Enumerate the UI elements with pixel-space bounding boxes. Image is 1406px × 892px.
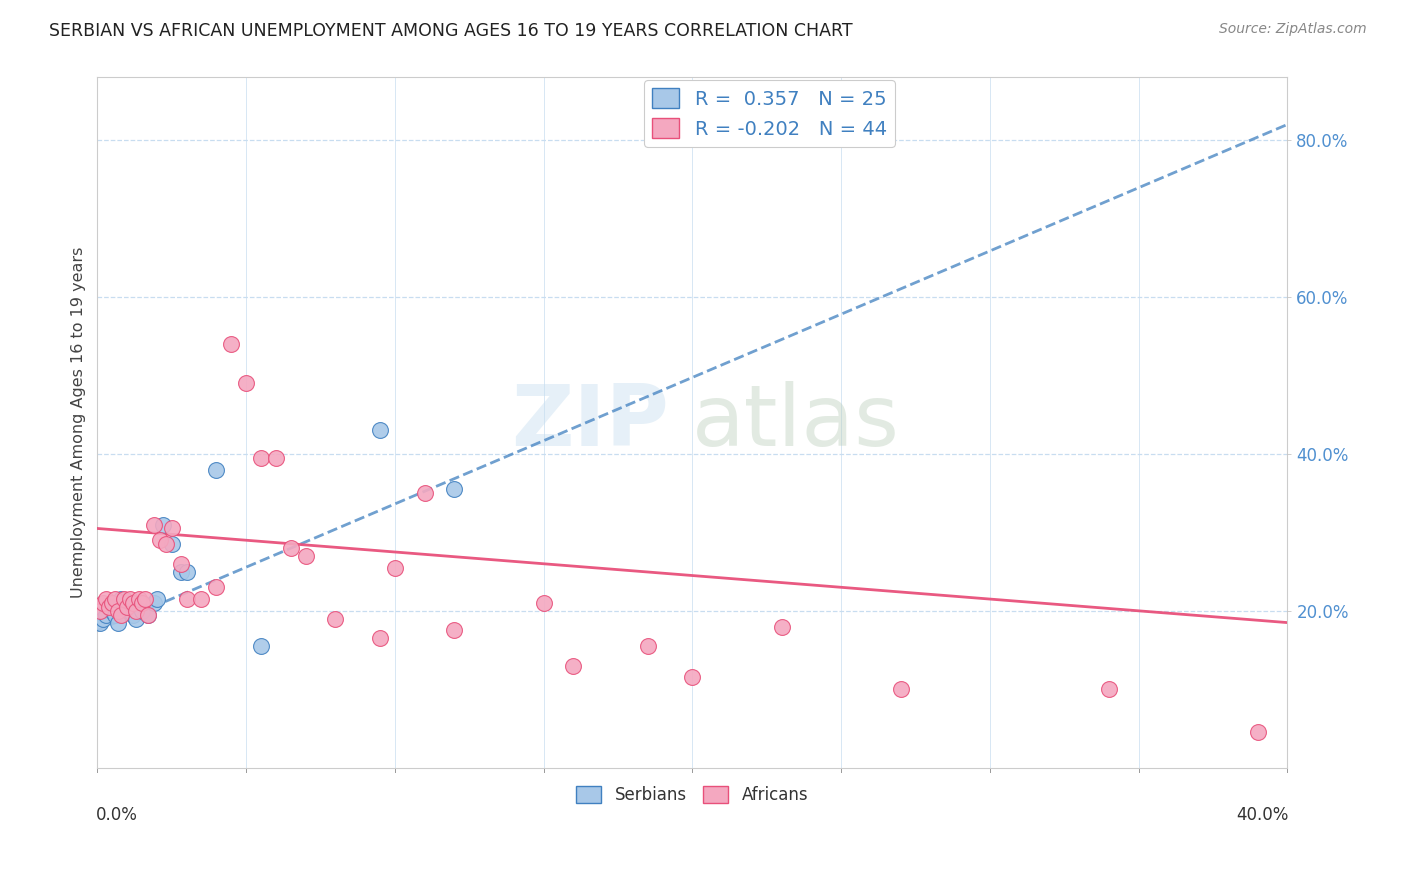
- Point: [89, 604, 111, 618]
- Point: [96, 607, 118, 622]
- Point: [107, 615, 129, 630]
- Point: [125, 612, 148, 626]
- Point: [160, 537, 183, 551]
- Point: [325, 612, 347, 626]
- Point: [190, 592, 212, 607]
- Point: [169, 565, 191, 579]
- Point: [169, 557, 191, 571]
- Point: [890, 682, 912, 697]
- Point: [368, 424, 391, 438]
- Point: [104, 607, 127, 622]
- Point: [250, 450, 273, 465]
- Point: [115, 596, 138, 610]
- Point: [264, 450, 287, 465]
- Point: [562, 658, 585, 673]
- Text: 40.0%: 40.0%: [1236, 805, 1288, 823]
- Point: [142, 517, 165, 532]
- Text: SERBIAN VS AFRICAN UNEMPLOYMENT AMONG AGES 16 TO 19 YEARS CORRELATION CHART: SERBIAN VS AFRICAN UNEMPLOYMENT AMONG AG…: [49, 22, 853, 40]
- Point: [128, 592, 150, 607]
- Point: [1098, 682, 1121, 697]
- Point: [235, 376, 257, 391]
- Text: ZIP: ZIP: [510, 381, 668, 464]
- Text: atlas: atlas: [692, 381, 900, 464]
- Point: [384, 560, 406, 574]
- Point: [96, 592, 118, 607]
- Point: [219, 337, 242, 351]
- Point: [104, 592, 127, 607]
- Point: [101, 604, 124, 618]
- Point: [112, 592, 135, 607]
- Point: [89, 615, 111, 630]
- Point: [146, 592, 169, 607]
- Point: [98, 599, 121, 614]
- Point: [533, 596, 555, 610]
- Point: [120, 604, 142, 618]
- Point: [110, 607, 132, 622]
- Legend: Serbians, Africans: Serbians, Africans: [569, 780, 815, 811]
- Point: [112, 599, 135, 614]
- Point: [770, 619, 793, 633]
- Point: [120, 592, 142, 607]
- Point: [413, 486, 436, 500]
- Point: [98, 599, 121, 614]
- Point: [443, 624, 465, 638]
- Point: [110, 592, 132, 607]
- Point: [368, 632, 391, 646]
- Point: [122, 596, 145, 610]
- Point: [101, 596, 124, 610]
- Point: [131, 604, 153, 618]
- Point: [115, 599, 138, 614]
- Point: [176, 592, 198, 607]
- Point: [152, 517, 174, 532]
- Point: [443, 482, 465, 496]
- Point: [149, 533, 172, 548]
- Point: [91, 612, 114, 626]
- Point: [294, 549, 316, 563]
- Point: [280, 541, 302, 555]
- Point: [1246, 725, 1268, 739]
- Point: [136, 607, 159, 622]
- Point: [136, 607, 159, 622]
- Point: [681, 671, 703, 685]
- Point: [160, 521, 183, 535]
- Point: [250, 639, 273, 653]
- Point: [125, 604, 148, 618]
- Point: [131, 596, 153, 610]
- Point: [637, 639, 659, 653]
- Point: [134, 592, 156, 607]
- Point: [91, 596, 114, 610]
- Point: [176, 565, 198, 579]
- Point: [205, 462, 228, 476]
- Text: Source: ZipAtlas.com: Source: ZipAtlas.com: [1219, 22, 1367, 37]
- Point: [122, 607, 145, 622]
- Y-axis label: Unemployment Among Ages 16 to 19 years: Unemployment Among Ages 16 to 19 years: [72, 247, 86, 599]
- Point: [142, 596, 165, 610]
- Point: [107, 604, 129, 618]
- Point: [155, 537, 177, 551]
- Text: 0.0%: 0.0%: [96, 805, 138, 823]
- Point: [205, 580, 228, 594]
